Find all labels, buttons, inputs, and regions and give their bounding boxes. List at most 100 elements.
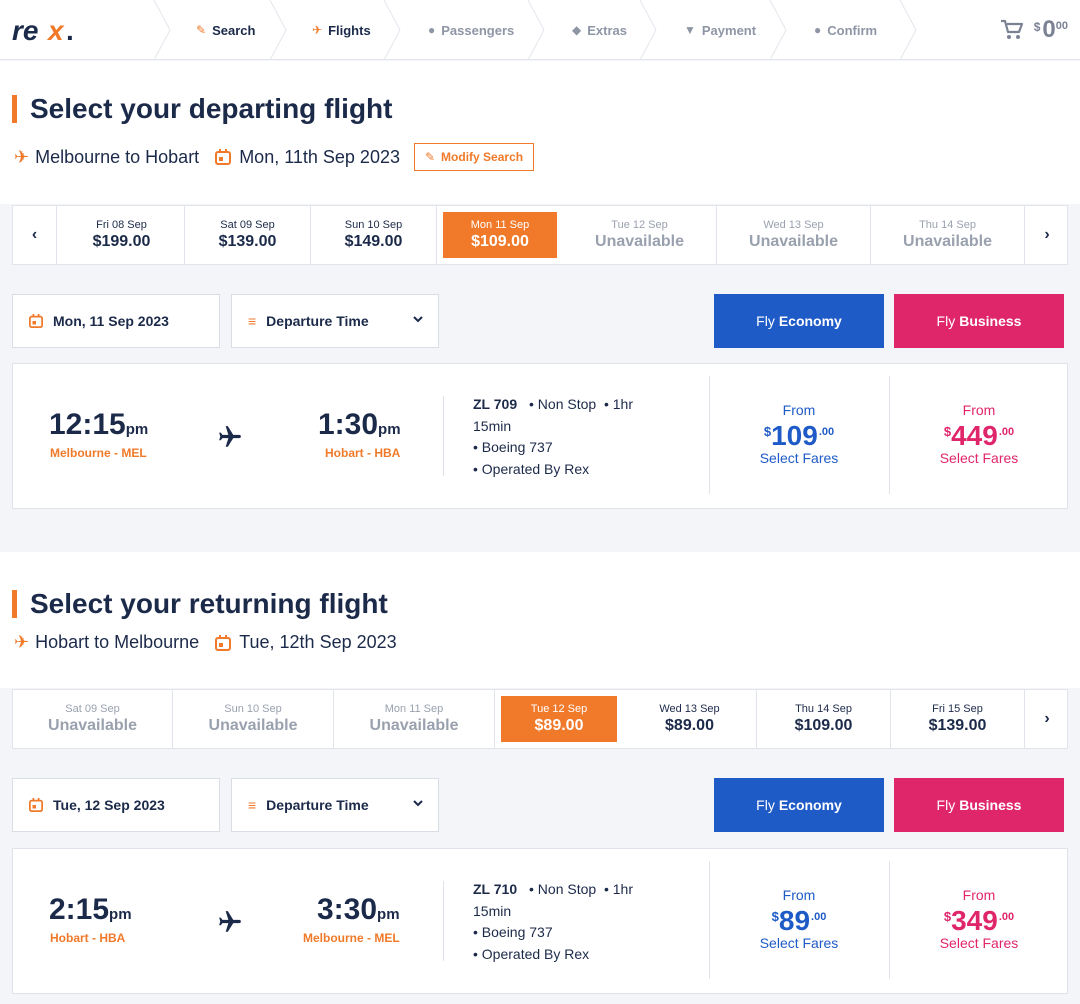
returning-title: Select your returning flight [12,588,388,620]
modify-search-button[interactable]: ✎ Modify Search [413,143,535,171]
date-label: Tue 12 Sep [611,219,668,231]
economy-fare[interactable]: From $109.00 Select Fares [709,402,889,466]
next-dates-button[interactable]: › [1025,206,1069,264]
step-payment-label: Payment [701,22,757,38]
flight-details: ZL 709 • Non Stop • 1hr 15min • Boeing 7… [473,394,673,480]
departure-time: 12:15pm [49,408,148,442]
fly-economy-button[interactable]: Fly Economy [714,778,884,832]
business-fare[interactable]: From $449.00 Select Fares [889,402,1069,466]
sort-icon: ≡ [248,313,257,329]
step-passengers-label: Passengers [441,22,515,38]
date-price: $149.00 [344,233,403,250]
step-search[interactable]: ✎ Search [196,0,255,60]
fare-whole: 109 [771,420,818,451]
date-option-selected[interactable]: Tue 12 Sep $89.00 [501,696,617,742]
departing-route: ✈ Melbourne to Hobart Mon, 11th Sep 2023… [14,143,535,171]
fly-business-button[interactable]: Fly Business [894,294,1064,348]
prev-dates-button[interactable]: ‹ [13,206,57,264]
select-fares-link[interactable]: Select Fares [759,935,839,951]
svg-text:re: re [12,15,38,46]
date-option[interactable]: Sun 10 Sep $149.00 [311,206,437,264]
arr-time-value: 3:30 [317,893,378,926]
fare-currency: $ [943,424,952,439]
date-price: $199.00 [92,233,151,250]
plane-icon: ✈ [14,146,30,167]
returning-route-text: Hobart to Melbourne [35,632,200,652]
fly-economy-pre: Fly [756,313,775,329]
next-dates-button[interactable]: › [1025,690,1069,748]
date-label: Sun 10 Sep [344,219,403,231]
fare-price: $89.00 [709,905,889,937]
date-option[interactable]: Sat 09 Sep $139.00 [185,206,311,264]
date-price: $109.00 [471,233,529,250]
select-fares-link[interactable]: Select Fares [939,450,1019,466]
date-label: Thu 14 Sep [919,219,976,231]
departure-time: 2:15pm [49,893,132,927]
fly-business-pre: Fly [936,797,956,813]
step-search-label: Search [212,22,256,38]
modify-search-label: Modify Search [441,150,524,164]
calendar-icon [29,314,43,328]
flight-operator: • Operated By Rex [473,460,590,477]
date-label: Thu 14 Sep [795,703,852,715]
date-option-unavailable: Wed 13 Sep Unavailable [717,206,871,264]
date-option[interactable]: Fri 15 Sep $139.00 [891,690,1025,748]
flight-operator: • Operated By Rex [473,945,590,962]
step-divider [639,0,657,60]
date-label: Sat 09 Sep [65,703,120,715]
fare-whole: 89 [778,905,811,936]
cart-summary[interactable]: $ 0 00 [1000,10,1068,50]
date-label: Fri 08 Sep [96,219,147,231]
sort-value: Departure Time [266,313,369,329]
step-divider [899,0,917,60]
business-fare[interactable]: From $349.00 Select Fares [889,887,1069,951]
calendar-icon [215,149,232,165]
step-extras[interactable]: ◆ Extras [572,0,627,60]
cart-currency: $ [1033,20,1041,34]
economy-fare[interactable]: From $89.00 Select Fares [709,887,889,951]
date-price: $89.00 [665,717,714,734]
plane-icon: ✈ [312,23,323,37]
fly-economy-button[interactable]: Fly Economy [714,294,884,348]
rex-logo[interactable]: re x . [12,12,92,48]
date-price: Unavailable [595,233,684,250]
flight-line-1: ZL 710 • Non Stop • 1hr [473,879,673,901]
chevron-left-icon: ‹ [31,226,38,243]
step-passengers[interactable]: ● Passengers [428,0,514,60]
sort-dropdown[interactable]: ≡ Departure Time [231,294,439,348]
date-option[interactable]: Wed 13 Sep $89.00 [623,690,757,748]
date-picker-field[interactable]: Tue, 12 Sep 2023 [12,778,220,832]
chevron-right-icon: › [1044,226,1050,243]
date-option[interactable]: Fri 08 Sep $199.00 [59,206,185,264]
fare-whole: 449 [951,420,998,451]
flight-stops: • Non Stop [529,396,597,412]
fare-price: $349.00 [889,905,1069,937]
fare-from: From [782,402,816,418]
sort-dropdown[interactable]: ≡ Departure Time [231,778,439,832]
date-label: Mon 11 Sep [470,219,530,231]
step-divider [269,0,287,60]
step-divider [527,0,545,60]
fly-business-button[interactable]: Fly Business [894,778,1064,832]
cart-icon: ▼ [684,23,696,37]
date-picker-field[interactable]: Mon, 11 Sep 2023 [12,294,220,348]
divider [443,396,444,476]
sort-icon: ≡ [248,797,257,813]
date-price: Unavailable [749,233,838,250]
step-flights[interactable]: ✈ Flights [312,0,371,60]
date-option[interactable]: Thu 14 Sep $109.00 [757,690,891,748]
divider [889,376,890,494]
select-fares-link[interactable]: Select Fares [759,450,839,466]
fare-currency: $ [763,424,772,439]
fare-cents: .00 [811,911,827,923]
date-option-selected[interactable]: Mon 11 Sep $109.00 [443,212,557,258]
arrival-airport: Hobart - HBA [325,446,401,460]
step-confirm[interactable]: ● Confirm [814,0,877,60]
select-fares-link[interactable]: Select Fares [939,935,1019,951]
cart-cents: 00 [1055,20,1068,32]
flight-duration: • 1hr [603,881,633,897]
chevron-right-icon: › [1044,710,1050,727]
step-divider [769,0,787,60]
flight-duration-cont: 15min [473,417,512,434]
step-payment[interactable]: ▼ Payment [684,0,756,60]
